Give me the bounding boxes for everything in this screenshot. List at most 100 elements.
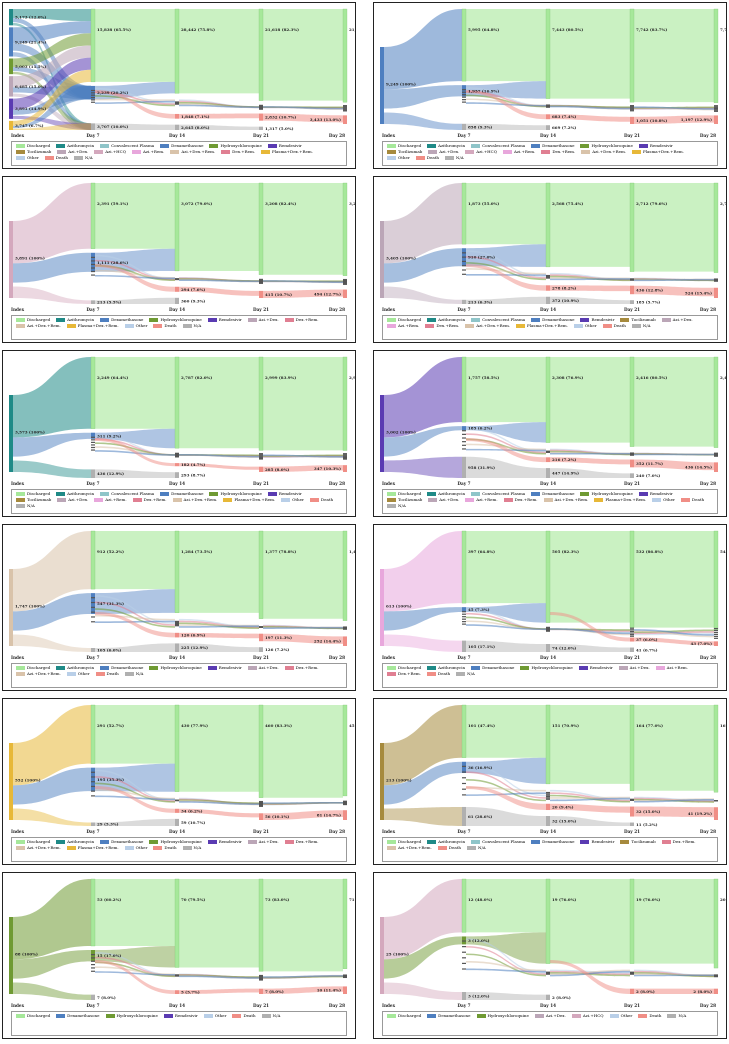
flow-ribbon <box>550 816 630 826</box>
discharged-node <box>258 182 264 275</box>
legend-item: Hydroxychloroquine <box>209 143 262 149</box>
flow-ribbon <box>634 285 714 297</box>
flow-ribbon <box>263 357 343 451</box>
minor-node <box>91 94 95 96</box>
flow-ribbon <box>13 57 91 110</box>
legend-label: Azi.+HCQ <box>476 149 497 154</box>
legend-label: N/A <box>642 323 651 328</box>
flow-ribbon <box>384 248 462 283</box>
legend-item: Tocilizumab <box>620 317 656 323</box>
legend-swatch <box>573 324 583 328</box>
legend-item: Tocilizumab <box>16 149 51 155</box>
legend-label: Convalescent Plasma <box>111 491 155 496</box>
minor-node <box>462 437 466 439</box>
legend-item: Dexamethasone <box>56 1013 100 1019</box>
legend-item: Azithromycin <box>427 143 465 149</box>
discharged-label: 3,072 (79.0%) <box>181 201 212 206</box>
flow-ribbon <box>179 975 259 979</box>
minor-node <box>91 270 95 273</box>
day-axis-label: Day 21 <box>624 133 640 138</box>
legend-label: Death <box>320 497 334 502</box>
legend-swatch <box>160 492 170 496</box>
discharged-node <box>713 8 719 103</box>
flow-ribbon <box>384 634 462 652</box>
na-label: 293 (8.7%) <box>181 473 205 478</box>
legend-swatch <box>471 144 481 148</box>
flow-ribbon <box>179 9 259 94</box>
legend-label: Azithromycin <box>67 491 95 496</box>
legend-swatch <box>281 498 291 502</box>
minor-node <box>714 453 718 455</box>
index-node-label: 6,485 (15.0%) <box>15 84 46 89</box>
legend: Discharged Azithromycin Convalescent Plasm… <box>382 837 718 862</box>
minor-node <box>546 104 550 106</box>
discharged-label: 1,284 (73.5%) <box>181 549 212 554</box>
flow-ribbon <box>179 988 259 994</box>
minor-node <box>714 105 718 107</box>
legend-swatch <box>284 840 294 844</box>
flow-ribbon <box>13 593 91 631</box>
legend-item: Death <box>232 1013 256 1019</box>
discharged-label: 21,618 (82.3%) <box>265 27 299 32</box>
minor-node <box>259 106 263 108</box>
legend-label: Azi.+Dex. <box>672 317 693 322</box>
na-node <box>91 469 95 478</box>
na-node <box>175 124 179 130</box>
legend-swatch <box>207 840 217 844</box>
minor-node <box>175 620 179 623</box>
legend-swatch <box>261 1014 271 1018</box>
legend-item: Azi.+Dex.+Rem. <box>387 845 432 851</box>
legend-item: N/A <box>124 671 143 677</box>
discharged-label: 430 (77.9%) <box>181 723 208 728</box>
discharged-node <box>90 878 96 947</box>
flow-ribbon <box>95 357 175 429</box>
legend-label: Hydroxychloroquine <box>116 1013 158 1018</box>
na-node <box>91 822 95 826</box>
flow-ribbon <box>466 456 546 478</box>
sankey-panel-convalescent-plasma: 25 (100%) 12 (48.0%) 3 (12.0%) 3 (12.0%) 19 … <box>373 872 727 1039</box>
legend-swatch <box>465 324 475 328</box>
legend-item: N/A <box>16 503 35 509</box>
flow-ribbon <box>466 624 546 631</box>
flow-ribbon <box>95 961 175 978</box>
legend-item: Azi.+Dex. <box>57 497 88 503</box>
na-label: 372 (10.9%) <box>552 298 579 303</box>
minor-node <box>91 274 95 276</box>
legend-item: Azi.+Dex. <box>247 665 279 671</box>
death-label: 182 (4.7%) <box>181 462 205 467</box>
death-label: 352 (11.7%) <box>636 461 663 466</box>
flow-ribbon <box>95 818 175 826</box>
day-axis-label: Day 21 <box>624 481 640 486</box>
treatment-node <box>91 432 95 439</box>
legend-swatch <box>631 324 641 328</box>
day-axis-label: Day 28 <box>700 655 716 660</box>
na-label: 59 (10.7%) <box>181 820 205 825</box>
minor-node <box>175 625 179 627</box>
na-node <box>175 818 179 826</box>
minor-node <box>259 104 263 106</box>
minor-node <box>343 107 347 109</box>
minor-node <box>714 453 718 456</box>
legend-label: Tocilizumab <box>27 497 52 502</box>
legend-label: Remdesivir <box>649 143 673 148</box>
na-node <box>630 647 634 652</box>
minor-node <box>546 627 550 629</box>
minor-node <box>91 621 95 623</box>
treatment-node <box>91 767 95 792</box>
flow-ribbon <box>13 531 91 612</box>
flow-ribbon <box>550 969 630 976</box>
flow-ribbon <box>384 761 462 805</box>
minor-node <box>259 979 263 981</box>
flow-ribbon <box>95 786 175 813</box>
flow-ribbon <box>466 438 546 463</box>
legend-item: Dexamethasone <box>531 317 574 323</box>
legend-swatch <box>531 492 541 496</box>
minor-node <box>259 107 263 110</box>
legend-label: Azi.+Dex.+Rem. <box>592 149 627 154</box>
flow-ribbon <box>550 468 630 478</box>
flow-ribbon <box>13 85 91 129</box>
legend-swatch <box>232 1014 242 1018</box>
minor-node <box>546 795 550 798</box>
sankey-svg: 613 (100%) 397 (64.8%) 45 (7.3%) 105 (17.1%… <box>380 530 726 660</box>
flow-ribbon <box>95 769 175 802</box>
